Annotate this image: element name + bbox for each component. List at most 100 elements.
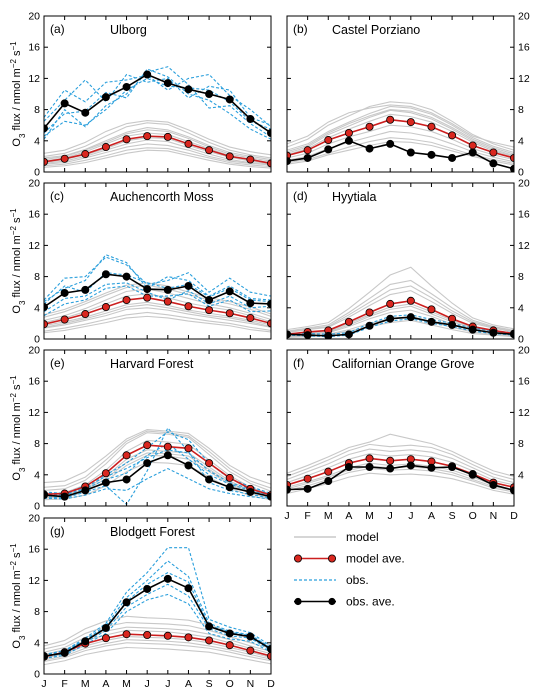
model-line (287, 104, 514, 148)
model-line (44, 461, 271, 501)
model-ave-point (122, 451, 131, 460)
y-tick-label: 4 (518, 302, 524, 314)
obs-line (44, 66, 271, 140)
obs-ave-point (225, 287, 234, 296)
panel-a: 0 4 8 12 16 20 (a) Ulborg O3 flux / nmol m−2 s−1 (9, 11, 272, 179)
y-axis-title-part: −1 (9, 208, 18, 218)
y-axis-title-part: −1 (9, 375, 18, 385)
obs-line (44, 449, 271, 495)
y-axis-title-part: s (11, 217, 23, 226)
panel-title: Auchencorth Moss (110, 190, 214, 204)
obs-ave-point (246, 487, 255, 496)
legend-item-model-ave: model ave. (293, 552, 405, 566)
model-ave-point (427, 122, 436, 131)
model-ave-point (386, 456, 395, 465)
x-tick-label: S (206, 678, 213, 690)
panel-letter: (c) (50, 189, 64, 203)
model-line (44, 282, 271, 316)
obs-ave-point (60, 99, 69, 108)
model-ave-point (205, 636, 214, 645)
y-axis-title-part: 3 (18, 635, 27, 640)
model-ave-point (205, 306, 214, 315)
y-tick-label: 0 (34, 334, 40, 346)
x-tick-label: S (449, 510, 456, 522)
model-ave-point (303, 146, 312, 155)
model-line (287, 266, 514, 331)
obs-ave-point (225, 483, 234, 492)
obs-line (44, 427, 271, 506)
y-tick-label: 16 (28, 42, 40, 54)
obs-line (44, 285, 271, 317)
panel-letter: (f) (293, 356, 304, 370)
y-axis-title-part: O (11, 640, 23, 649)
obs-ave-point (344, 136, 353, 145)
obs-ave-point (184, 281, 193, 290)
model-line (44, 432, 271, 492)
model-ave-point (101, 143, 110, 152)
x-tick-label: F (61, 678, 67, 690)
legend-label: model (346, 530, 379, 544)
panel-letter: (e) (50, 356, 65, 370)
obs-ave-point (205, 295, 214, 304)
model-line (287, 101, 514, 151)
model-line (287, 462, 514, 491)
y-tick-label: 8 (34, 606, 40, 618)
obs-ave-point (101, 623, 110, 632)
panel-letter: (g) (50, 524, 65, 538)
legend: model model ave. obs. obs. ave. (293, 530, 405, 609)
y-tick-label: 16 (28, 376, 40, 388)
obs-ave-point (81, 637, 90, 646)
model-line (44, 147, 271, 168)
model-ave-point (184, 139, 193, 148)
obs-ave-point (468, 325, 477, 334)
legend-label: obs. (346, 573, 369, 587)
axes-frame (43, 182, 272, 340)
y-tick-label: 8 (34, 438, 40, 450)
obs-ave-point (184, 85, 193, 94)
panel-title: Harvard Forest (110, 357, 194, 371)
obs-ave-point (365, 144, 374, 153)
model-ave-point (81, 150, 90, 159)
model-ave-point (386, 299, 395, 308)
y-axis-title-part: −2 (9, 393, 18, 403)
obs-ave-point (287, 157, 291, 166)
x-tick-label: F (304, 510, 310, 522)
model-ave-point (303, 474, 312, 483)
model-ave-point (184, 633, 193, 642)
panel-title: Ulborg (110, 23, 147, 37)
model-line (44, 304, 271, 328)
y-tick-label: 16 (518, 376, 530, 388)
panel-title: Californian Orange Grove (332, 357, 474, 371)
model-line (44, 288, 271, 321)
model-ave-point (427, 305, 436, 314)
obs-ave-point (225, 629, 234, 638)
plot-area (44, 547, 271, 666)
model-ave-point (365, 454, 374, 463)
model-line (287, 109, 514, 157)
legend-marker (293, 554, 302, 563)
y-tick-label: 20 (28, 345, 40, 357)
model-line (44, 642, 271, 663)
model-line (287, 285, 514, 333)
legend-label: obs. ave. (346, 595, 395, 609)
plot-area (287, 101, 514, 172)
obs-ave-point (287, 485, 291, 494)
obs-ave-point (406, 461, 415, 470)
obs-ave-point (246, 632, 255, 641)
model-line (287, 137, 514, 164)
plot-area (44, 254, 271, 334)
model-line (44, 307, 271, 329)
axes-frame (286, 15, 515, 173)
model-ave-point (365, 122, 374, 131)
model-ave-point (60, 315, 69, 324)
model-line (287, 448, 514, 484)
model-ave-point (143, 132, 152, 141)
obs-ave-point (163, 79, 172, 88)
model-ave-point (122, 135, 131, 144)
obs-ave-point (468, 470, 477, 479)
y-axis-title-part: −1 (9, 543, 18, 553)
y-tick-label: 20 (28, 178, 40, 190)
y-tick-label: 12 (518, 407, 530, 419)
axes-frame (43, 15, 272, 173)
